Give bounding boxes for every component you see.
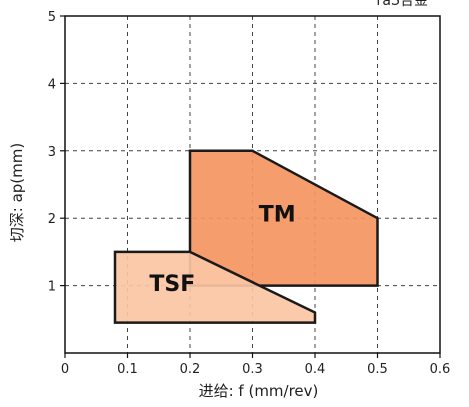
- x-tick-label: 0: [61, 362, 69, 377]
- region-label-tsf: TSF: [149, 272, 195, 297]
- x-tick-label: 0.3: [242, 362, 263, 377]
- region-label-tm: TM: [259, 203, 296, 228]
- x-axis-title: 进给: f (mm/rev): [199, 382, 319, 400]
- y-tick-label: 1: [48, 280, 56, 295]
- region-labels: TM TSF: [149, 203, 295, 297]
- regions: [113, 149, 379, 324]
- x-tick-label: 0.4: [305, 362, 326, 377]
- ticks: 0 0.1 0.2 0.3 0.4 0.5 0.6 1 2 3 4 5: [48, 10, 451, 377]
- region-tsf: [113, 250, 317, 324]
- y-tick-label: 3: [48, 145, 56, 160]
- x-tick-label: 0.6: [430, 362, 451, 377]
- x-tick-label: 0.5: [367, 362, 388, 377]
- x-tick-label: 0.1: [117, 362, 138, 377]
- y-tick-label: 2: [48, 212, 56, 227]
- x-tick-label: 0.2: [180, 362, 201, 377]
- y-tick-label: 5: [48, 10, 56, 25]
- corner-label: таЗ合金: [374, 0, 428, 9]
- y-axis-title: 切深: ap(mm): [8, 143, 26, 242]
- y-tick-label: 4: [48, 77, 56, 92]
